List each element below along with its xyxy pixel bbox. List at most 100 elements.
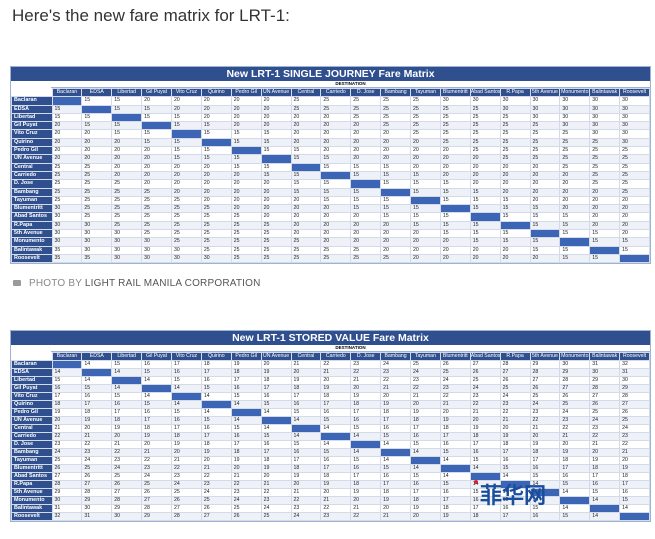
fare-cell: 26 [171, 496, 202, 505]
fare-cell: 16 [350, 416, 382, 425]
fare-cell: 20 [410, 154, 441, 164]
fare-cell: 18 [51, 400, 83, 409]
diagonal-cell [200, 400, 232, 409]
fare-cell: 23 [260, 496, 292, 505]
fare-cell: 20 [230, 104, 262, 114]
fare-cell: 20 [200, 187, 232, 197]
fare-cell: 20 [350, 229, 382, 239]
table-row: Central 21 20 19 18 17 16 15 14 14 15 16 17 18 19 20 21 2… [11, 424, 650, 433]
fare-cell: 20 [320, 146, 352, 156]
fare-cell: 25 [51, 195, 83, 206]
photo-caption: PHOTO BY LIGHT RAIL MANILA CORPORATION [13, 278, 261, 289]
fare-cell: 23 [230, 488, 262, 497]
fare-cell: 24 [111, 464, 143, 473]
fare-cell: 30 [499, 96, 531, 106]
fare-cell: 20 [380, 504, 411, 513]
fare-cell: 25 [380, 96, 411, 106]
fare-cell: 20 [230, 121, 262, 131]
fare-cell: 20 [290, 195, 322, 206]
fare-cell: 16 [559, 472, 591, 481]
fare-cell: 20 [380, 146, 411, 156]
fare-cell: 25 [81, 162, 113, 172]
row-header: D. Jose [11, 440, 53, 449]
fare-cell: 20 [469, 170, 501, 181]
fare-cell: 15 [111, 392, 143, 401]
fare-cell: 14 [290, 416, 322, 425]
fare-cell: 16 [410, 432, 441, 441]
fare-cell: 18 [230, 448, 262, 457]
fare-cell: 30 [81, 237, 113, 247]
table-row: Monumento 30 30 30 30 25 25 25 25 25 20 20 20 20 20 15 1… [11, 237, 650, 247]
column-header: Monumento [559, 352, 591, 361]
column-header: Roosevelt [619, 352, 650, 361]
fare-cell: 15 [290, 170, 322, 181]
fare-cell: 20 [81, 146, 113, 156]
fare-cell: 20 [410, 229, 441, 239]
fare-cell: 20 [171, 187, 202, 197]
fare-cell: 18 [350, 400, 382, 409]
fare-cell: 16 [380, 424, 411, 433]
fare-cell: 14 [51, 368, 83, 377]
fare-cell: 25 [439, 104, 471, 114]
fare-cell: 15 [230, 162, 262, 172]
fare-cell: 25 [111, 204, 143, 214]
fare-cell: 20 [499, 162, 531, 172]
column-header: Roosevelt [619, 87, 650, 98]
fare-cell: 15 [439, 448, 471, 457]
fare-cell: 20 [111, 432, 143, 441]
diagonal-cell [559, 496, 591, 505]
fare-cell: 15 [499, 212, 531, 222]
fare-cell: 20 [380, 229, 411, 239]
row-header: Gil Puyat [11, 121, 53, 131]
fare-cell: 21 [320, 496, 352, 505]
fare-cell: 15 [469, 456, 501, 465]
fare-cell: 26 [200, 504, 232, 513]
fare-cell: 15 [320, 448, 352, 457]
fare-cell: 15 [111, 129, 143, 139]
fare-cell: 25 [559, 137, 591, 148]
fare-cell: 15 [439, 179, 471, 189]
table-row: EDSA 14 14 15 16 17 18 19 20 21 22 23 24 25 26 27 28 29 30… [11, 368, 650, 377]
fare-cell: 17 [200, 432, 232, 441]
column-header: Abad Santos [469, 87, 501, 98]
fare-cell: 25 [230, 229, 262, 239]
fare-cell: 30 [111, 229, 143, 239]
fare-cell: 17 [380, 480, 411, 489]
fare-cell: 20 [529, 432, 561, 441]
fare-cell: 20 [529, 195, 561, 206]
fare-cell: 23 [51, 440, 83, 449]
table-row: Gil Puyat 16 15 14 14 15 16 17 18 19 20 21 22 23 24 25 2… [11, 384, 650, 393]
fare-cell: 31 [619, 368, 650, 377]
fare-cell: 25 [111, 195, 143, 206]
fare-cell: 25 [410, 112, 441, 123]
fare-cell: 20 [290, 121, 322, 131]
table-row: Blumentritt 26 25 24 23 22 21 20 19 18 17 16 15 14 14 1… [11, 464, 650, 473]
table-row: D. Jose 23 22 21 20 19 18 17 16 15 14 14 15 16 17 18 19 2… [11, 440, 650, 449]
fare-cell: 21 [111, 440, 143, 449]
fare-cell: 21 [260, 480, 292, 489]
fare-cell: 25 [589, 179, 621, 189]
row-header: Libertad [11, 112, 53, 123]
fare-cell: 25 [439, 121, 471, 131]
fare-cell: 18 [260, 456, 292, 465]
fare-cell: 23 [380, 368, 411, 377]
row-header: Roosevelt [11, 512, 53, 521]
fare-cell: 20 [51, 154, 83, 164]
fare-cell: 15 [81, 121, 113, 131]
fare-cell: 30 [559, 360, 591, 369]
fare-cell: 15 [171, 121, 202, 131]
fare-cell: 15 [290, 408, 322, 417]
fare-cell: 26 [141, 488, 172, 497]
fare-cell: 25 [141, 480, 172, 489]
fare-cell: 15 [320, 154, 352, 164]
fare-cell: 20 [350, 137, 382, 148]
column-header: EDSA [81, 87, 113, 98]
fare-cell: 25 [51, 170, 83, 181]
diagonal-cell [410, 195, 441, 206]
fare-cell: 25 [559, 129, 591, 139]
fare-cell: 14 [410, 448, 441, 457]
fare-cell: 30 [589, 104, 621, 114]
fare-cell: 27 [529, 376, 561, 385]
fare-cell: 19 [380, 400, 411, 409]
fare-cell: 20 [141, 146, 172, 156]
